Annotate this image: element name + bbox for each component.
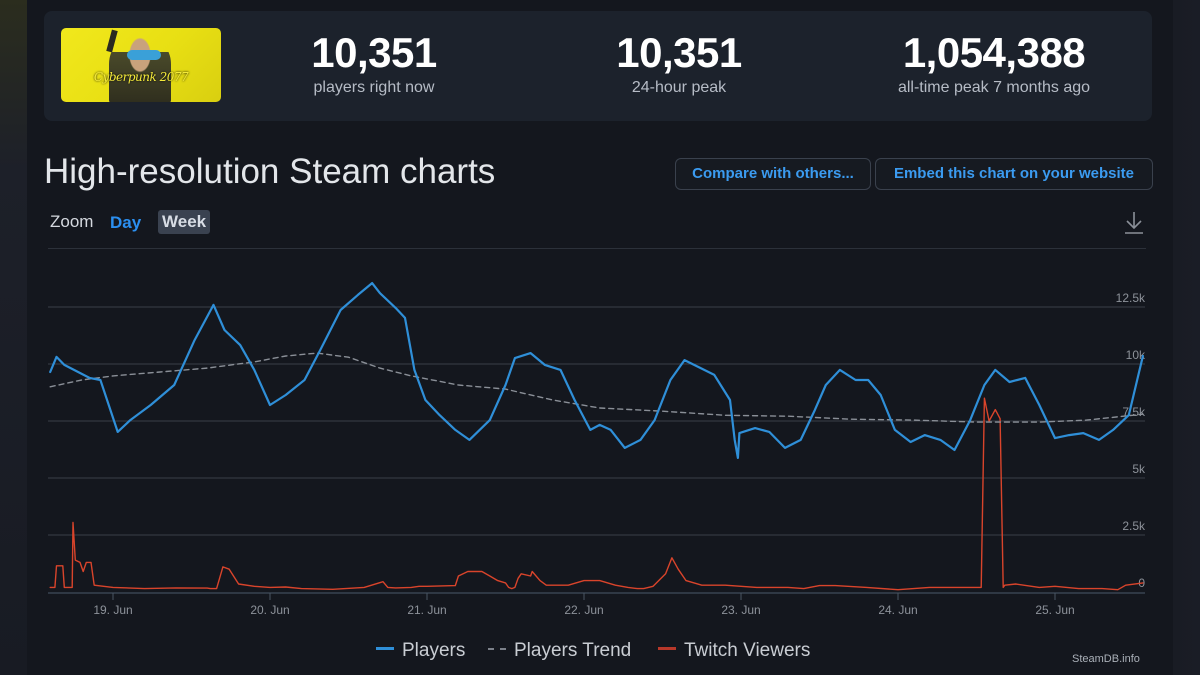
- trend-dash-icon: [488, 647, 506, 650]
- y-tick-label: 12.5k: [1116, 291, 1146, 305]
- peak-24h-value: 10,351: [616, 29, 742, 76]
- y-tick-label: 5k: [1132, 462, 1146, 476]
- steamdb-credit[interactable]: SteamDB.info: [1072, 653, 1140, 665]
- stat-24h-peak: 10,351 24-hour peak: [579, 29, 779, 99]
- thumbnail-character: [109, 34, 171, 102]
- legend-players-trend[interactable]: Players Trend: [488, 640, 631, 662]
- right-margin: [1173, 0, 1200, 675]
- current-players-value: 10,351: [311, 29, 437, 76]
- embed-button[interactable]: Embed this chart on your website: [875, 158, 1153, 190]
- x-tick-label: 25. Jun: [1035, 603, 1074, 617]
- x-tick-label: 23. Jun: [721, 603, 760, 617]
- download-icon[interactable]: [1122, 210, 1146, 236]
- legend-players[interactable]: Players: [376, 640, 465, 662]
- x-tick-label: 22. Jun: [564, 603, 603, 617]
- all-time-peak-label: all-time peak 7 months ago: [897, 79, 1091, 96]
- game-thumbnail[interactable]: Cyberpunk 2077: [61, 28, 221, 102]
- players-trend-line: [49, 352, 1144, 423]
- stat-current-players: 10,351 players right now: [274, 29, 474, 99]
- legend-twitch[interactable]: Twitch Viewers: [658, 640, 810, 662]
- chart-legend: Players Players Trend Twitch Viewers: [0, 640, 1200, 666]
- current-players-label: players right now: [313, 79, 435, 96]
- y-tick-label: 10k: [1126, 348, 1146, 362]
- x-tick-label: 21. Jun: [407, 603, 446, 617]
- thumbnail-collar: [127, 50, 161, 60]
- y-tick-label: 2.5k: [1122, 519, 1146, 533]
- page-title: High-resolution Steam charts: [44, 152, 496, 191]
- zoom-week-button[interactable]: Week: [158, 210, 211, 234]
- twitch-viewers-line: [49, 397, 1144, 591]
- x-tick-label: 24. Jun: [878, 603, 917, 617]
- players-line: [49, 282, 1145, 459]
- all-time-peak-value: 1,054,388: [902, 29, 1086, 76]
- left-margin: [0, 0, 27, 675]
- twitch-line-icon: [658, 647, 676, 651]
- legend-trend-label: Players Trend: [514, 640, 632, 661]
- compare-button[interactable]: Compare with others...: [675, 158, 871, 190]
- chart-top-border: [48, 248, 1146, 249]
- players-line-icon: [376, 647, 394, 651]
- x-tick-label: 19. Jun: [93, 603, 132, 617]
- zoom-label: Zoom: [50, 212, 94, 231]
- legend-players-label: Players: [402, 640, 466, 661]
- stats-panel: Cyberpunk 2077 10,351 players right now …: [44, 11, 1152, 121]
- peak-24h-label: 24-hour peak: [631, 79, 727, 96]
- x-tick-label: 20. Jun: [250, 603, 289, 617]
- legend-twitch-label: Twitch Viewers: [684, 640, 811, 661]
- thumbnail-logo: Cyberpunk 2077: [93, 70, 189, 84]
- stat-all-time-peak: 1,054,388 all-time peak 7 months ago: [854, 29, 1134, 99]
- zoom-day-button[interactable]: Day: [110, 213, 142, 232]
